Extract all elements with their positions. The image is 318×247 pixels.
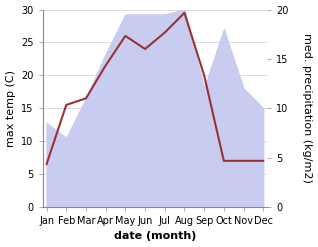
- X-axis label: date (month): date (month): [114, 231, 196, 242]
- Y-axis label: max temp (C): max temp (C): [5, 70, 16, 147]
- Y-axis label: med. precipitation (kg/m2): med. precipitation (kg/m2): [302, 33, 313, 183]
